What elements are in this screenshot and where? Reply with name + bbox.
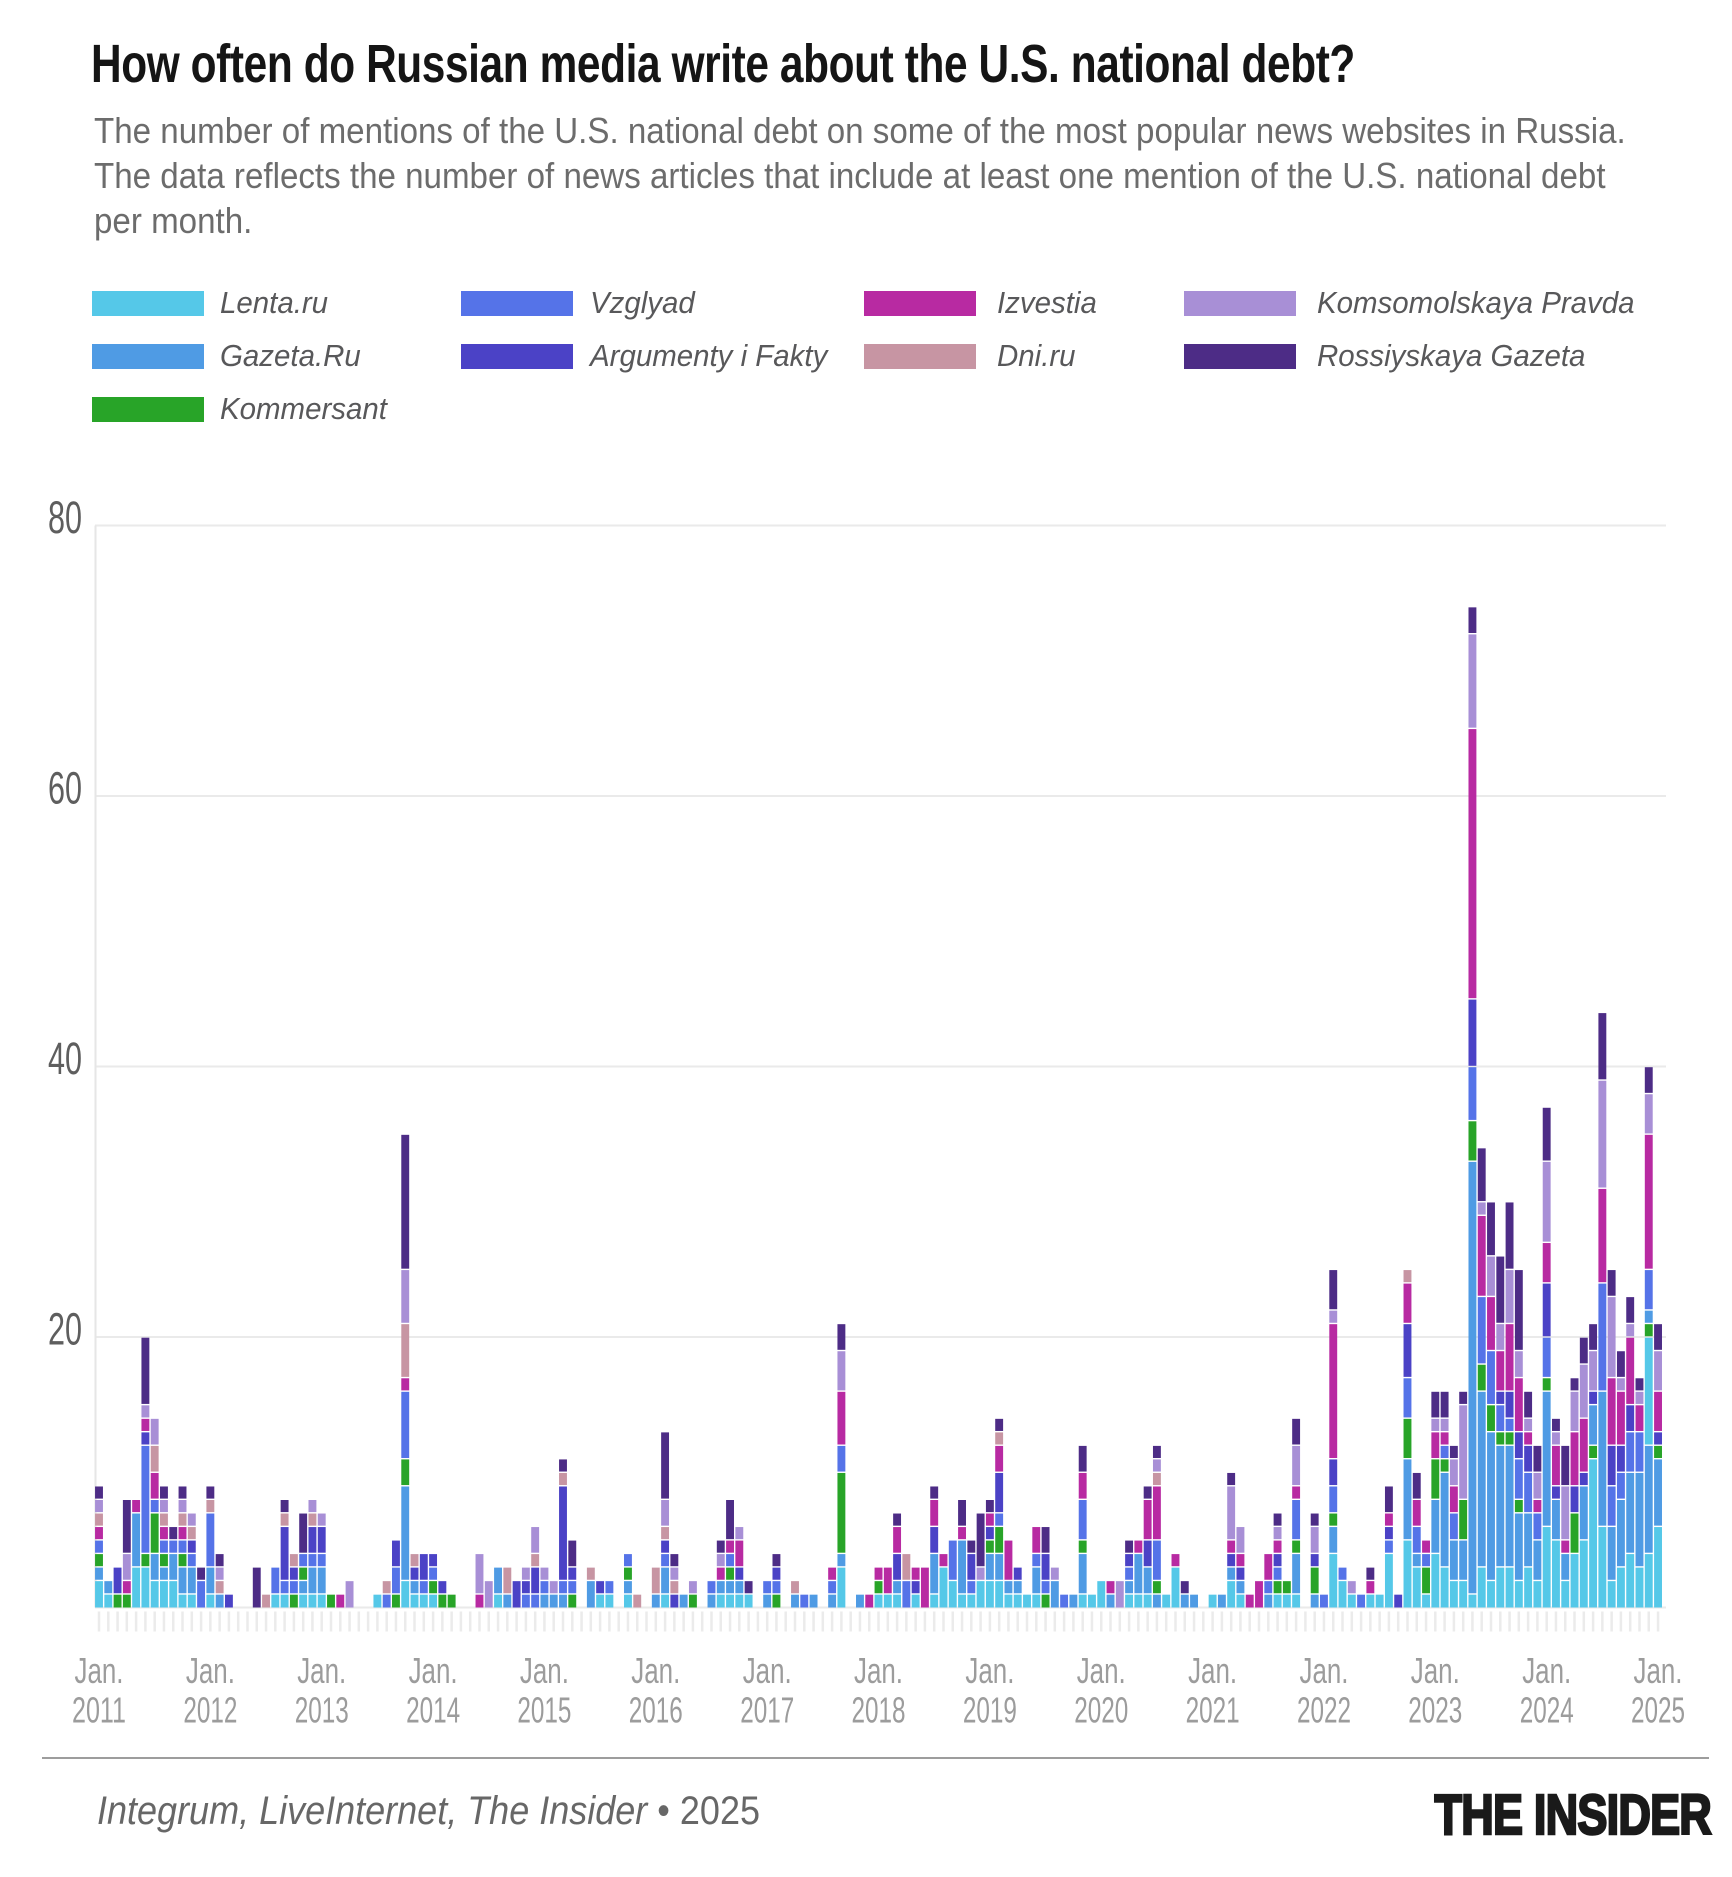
svg-text:Jan.: Jan. bbox=[743, 1650, 792, 1691]
svg-text:2024: 2024 bbox=[1520, 1690, 1574, 1731]
svg-text:2025: 2025 bbox=[1631, 1690, 1685, 1731]
svg-text:Jan.: Jan. bbox=[1300, 1650, 1349, 1691]
svg-text:Jan.: Jan. bbox=[1522, 1650, 1571, 1691]
svg-text:2013: 2013 bbox=[295, 1690, 349, 1731]
svg-text:Jan.: Jan. bbox=[297, 1650, 346, 1691]
svg-text:Jan.: Jan. bbox=[75, 1650, 124, 1691]
svg-text:2012: 2012 bbox=[183, 1690, 237, 1731]
svg-text:2018: 2018 bbox=[852, 1690, 906, 1731]
svg-text:Jan.: Jan. bbox=[1188, 1650, 1237, 1691]
svg-text:40: 40 bbox=[48, 1033, 82, 1084]
svg-text:2020: 2020 bbox=[1074, 1690, 1128, 1731]
svg-text:Jan.: Jan. bbox=[520, 1650, 569, 1691]
svg-text:Jan.: Jan. bbox=[854, 1650, 903, 1691]
svg-text:60: 60 bbox=[48, 763, 82, 814]
svg-text:2021: 2021 bbox=[1186, 1690, 1240, 1731]
svg-text:Jan.: Jan. bbox=[1411, 1650, 1460, 1691]
svg-text:2016: 2016 bbox=[629, 1690, 683, 1731]
svg-text:80: 80 bbox=[48, 492, 82, 543]
svg-text:Jan.: Jan. bbox=[409, 1650, 458, 1691]
svg-text:Jan.: Jan. bbox=[186, 1650, 235, 1691]
svg-text:2011: 2011 bbox=[72, 1690, 126, 1731]
svg-text:Jan.: Jan. bbox=[631, 1650, 680, 1691]
svg-text:2022: 2022 bbox=[1297, 1690, 1351, 1731]
svg-text:2019: 2019 bbox=[963, 1690, 1017, 1731]
svg-text:Jan.: Jan. bbox=[1077, 1650, 1126, 1691]
svg-text:Jan.: Jan. bbox=[1634, 1650, 1683, 1691]
svg-text:2014: 2014 bbox=[406, 1690, 460, 1731]
svg-text:20: 20 bbox=[48, 1304, 82, 1355]
svg-text:2015: 2015 bbox=[517, 1690, 571, 1731]
svg-text:Jan.: Jan. bbox=[965, 1650, 1014, 1691]
svg-text:2023: 2023 bbox=[1408, 1690, 1462, 1731]
svg-text:2017: 2017 bbox=[740, 1690, 794, 1731]
